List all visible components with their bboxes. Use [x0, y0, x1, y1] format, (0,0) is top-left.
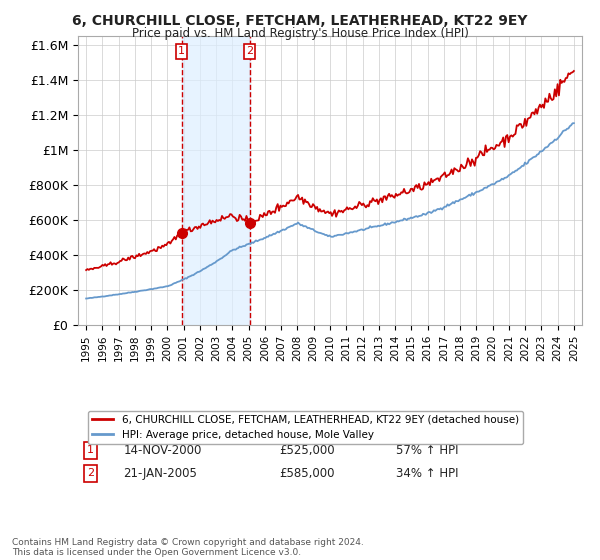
Text: Price paid vs. HM Land Registry's House Price Index (HPI): Price paid vs. HM Land Registry's House … [131, 27, 469, 40]
Text: 6, CHURCHILL CLOSE, FETCHAM, LEATHERHEAD, KT22 9EY: 6, CHURCHILL CLOSE, FETCHAM, LEATHERHEAD… [72, 14, 528, 28]
Text: 21-JAN-2005: 21-JAN-2005 [124, 467, 197, 480]
Text: 2: 2 [87, 468, 94, 478]
Legend: 6, CHURCHILL CLOSE, FETCHAM, LEATHERHEAD, KT22 9EY (detached house), HPI: Averag: 6, CHURCHILL CLOSE, FETCHAM, LEATHERHEAD… [88, 411, 523, 444]
Text: 57% ↑ HPI: 57% ↑ HPI [395, 444, 458, 457]
Text: £525,000: £525,000 [280, 444, 335, 457]
Text: 14-NOV-2000: 14-NOV-2000 [124, 444, 202, 457]
Text: £585,000: £585,000 [280, 467, 335, 480]
Text: 1: 1 [178, 46, 185, 57]
Text: 2: 2 [246, 46, 253, 57]
Bar [182, 36, 250, 325]
Text: 1: 1 [87, 445, 94, 455]
Text: 34% ↑ HPI: 34% ↑ HPI [395, 467, 458, 480]
Text: Contains HM Land Registry data © Crown copyright and database right 2024.
This d: Contains HM Land Registry data © Crown c… [12, 538, 364, 557]
